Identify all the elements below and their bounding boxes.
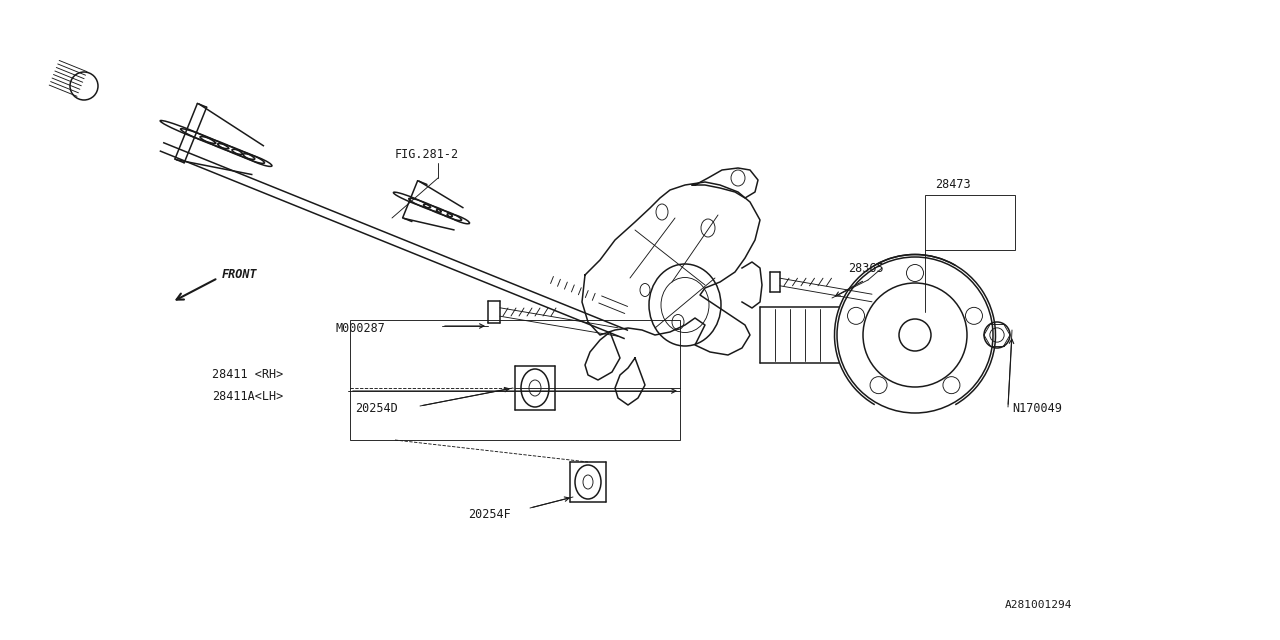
Bar: [349, 320, 680, 440]
Text: 28365: 28365: [849, 262, 883, 275]
Text: 28473: 28473: [934, 178, 970, 191]
Text: 20254D: 20254D: [355, 402, 398, 415]
Text: 20254F: 20254F: [468, 508, 511, 521]
Text: A281001294: A281001294: [1005, 600, 1073, 610]
Text: M000287: M000287: [335, 322, 385, 335]
Text: N170049: N170049: [1012, 402, 1062, 415]
Text: 28411 <RH>: 28411 <RH>: [212, 368, 283, 381]
Text: FRONT: FRONT: [221, 268, 257, 281]
Bar: [925, 195, 1015, 250]
Text: 28411A<LH>: 28411A<LH>: [212, 390, 283, 403]
Text: FIG.281-2: FIG.281-2: [396, 148, 460, 161]
